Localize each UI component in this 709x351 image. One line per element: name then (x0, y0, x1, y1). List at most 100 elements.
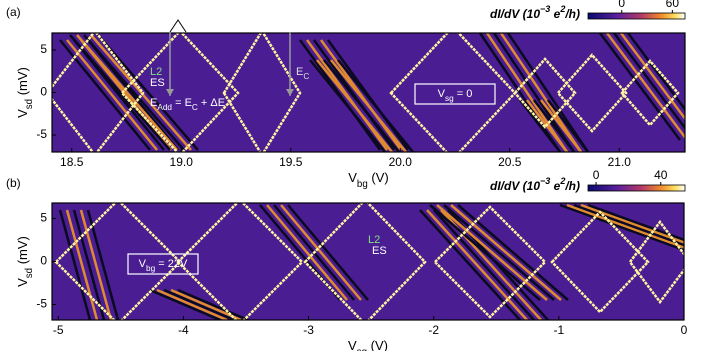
text-run: sd (24, 99, 35, 109)
x-tick-label: -3 (303, 323, 314, 337)
x-tick-label: -1 (554, 323, 565, 337)
colorbar-label: dI/dV (10−3 e2/h) (490, 4, 580, 21)
y-tick-label: 5 (40, 42, 47, 56)
colorbar (587, 12, 686, 20)
stripe (177, 288, 249, 320)
text-run: dI/dV (490, 179, 520, 193)
text-run: −3 (540, 176, 550, 186)
stripe (612, 33, 685, 131)
text-run: −3 (540, 4, 550, 14)
x-axis-label: Vbg (V) (348, 170, 388, 190)
stripe (83, 34, 185, 151)
text-run: (10 (519, 179, 540, 193)
text-run: (10 (519, 7, 540, 21)
stripe (433, 209, 535, 320)
y-axis-label: Vsd (mV) (15, 236, 35, 287)
diamond-edge (52, 33, 145, 152)
colorbar-tick-label: 0 (593, 168, 600, 182)
text-run: sg (357, 347, 367, 351)
y-tick-label: 0 (40, 254, 47, 268)
stripe (499, 33, 583, 152)
stripe (533, 99, 575, 152)
stripe (337, 59, 414, 152)
x-tick-label: -5 (53, 323, 64, 337)
y-tick-label: -5 (36, 297, 47, 311)
stripe (429, 204, 541, 301)
text-run: V (15, 278, 30, 287)
stripe (559, 203, 684, 252)
stripe (149, 288, 221, 320)
heatmap-background (52, 203, 684, 320)
diamond-edge (556, 53, 628, 133)
stripe (450, 204, 562, 301)
diamond-edge (628, 219, 684, 305)
diamond-edge (176, 203, 304, 320)
x-tick-label: 21.0 (608, 155, 632, 169)
x-tick-label: 0 (681, 323, 688, 337)
stripe (69, 34, 171, 151)
arrow-head (166, 89, 174, 96)
annotation: Vsg = 0 (438, 88, 473, 103)
stripe (163, 288, 235, 320)
x-tick-label: -2 (428, 323, 439, 337)
x-tick-label: 19.0 (170, 155, 194, 169)
colorbar-label: dI/dV (10−3 e2/h) (490, 176, 580, 193)
annotation: EC (296, 66, 309, 81)
stripe (86, 209, 120, 320)
stripe (605, 33, 685, 140)
text-run: /h) (564, 7, 580, 21)
bracket (169, 19, 187, 33)
diamond-edge (120, 33, 240, 152)
y-tick-label: -5 (36, 127, 47, 141)
x-tick-label: -4 (178, 323, 189, 337)
text-run: Add (157, 103, 172, 112)
text-run: C (303, 72, 309, 81)
diamond-edge (513, 57, 577, 129)
diamond-edge (222, 33, 302, 152)
text-run: V (15, 109, 30, 118)
stripe (626, 33, 685, 112)
colorbar-tick-label: 0 (618, 0, 625, 10)
stripe (619, 33, 685, 121)
panel-label: (b) (6, 176, 21, 190)
text-run: (mV) (15, 236, 30, 268)
x-tick-label: 20.5 (498, 155, 522, 169)
stripe (478, 33, 562, 152)
heatmap (52, 203, 684, 320)
x-axis-label: Vsg (V) (348, 338, 388, 351)
stripe (443, 204, 555, 301)
stripe (266, 204, 348, 301)
text-run: (V) (368, 170, 389, 185)
stripe (323, 59, 400, 152)
text-run: 2 (559, 4, 565, 14)
annotation-box (414, 83, 496, 105)
text-run: V (348, 338, 357, 351)
stripe (573, 203, 684, 247)
stripe (436, 204, 548, 301)
stripe (156, 288, 228, 320)
annotation: ES (372, 245, 387, 257)
text-run: V (348, 170, 357, 185)
diamond-edge (54, 203, 182, 320)
stripe (287, 204, 369, 301)
diamond-edge (550, 210, 650, 314)
heatmap (52, 33, 685, 152)
text-run: + ΔE (198, 97, 225, 109)
stripe (90, 34, 192, 151)
text-run: /h) (564, 179, 580, 193)
text-run: L2 (150, 66, 162, 78)
annotation: ES (150, 77, 165, 89)
stripe (79, 209, 113, 320)
text-run: = E (172, 97, 192, 109)
text-run: E (150, 97, 157, 109)
stripe (330, 59, 407, 152)
x-tick-label: 20.0 (389, 155, 413, 169)
stripe (309, 59, 386, 152)
stripe (316, 59, 393, 152)
stripe (76, 34, 178, 151)
stripe (65, 209, 99, 320)
stripe (540, 99, 582, 152)
diamond-edge (303, 203, 427, 320)
diamond-edge (620, 59, 680, 127)
